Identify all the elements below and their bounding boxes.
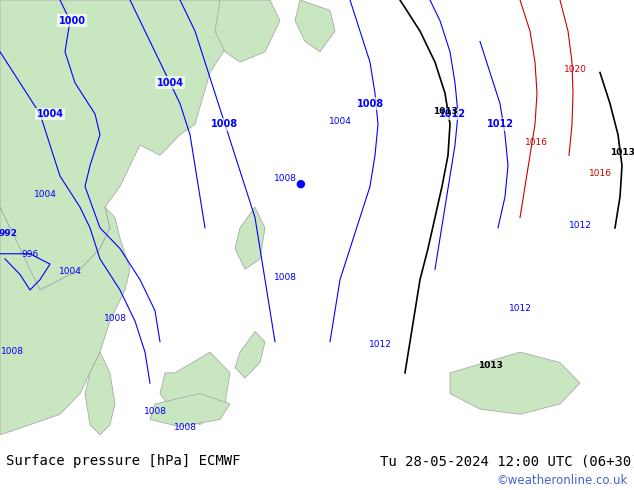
- Text: 1012: 1012: [508, 304, 531, 313]
- Text: 1008: 1008: [273, 272, 297, 282]
- Text: ©weatheronline.co.uk: ©weatheronline.co.uk: [496, 474, 628, 487]
- Text: 1013: 1013: [567, 0, 593, 2]
- Polygon shape: [160, 352, 230, 425]
- Text: 1012: 1012: [569, 221, 592, 230]
- Text: 1013: 1013: [432, 107, 458, 116]
- Polygon shape: [235, 331, 265, 378]
- Text: 1004: 1004: [37, 109, 63, 119]
- Text: 1008: 1008: [1, 347, 23, 356]
- Text: 1008: 1008: [273, 174, 297, 183]
- Text: 1004: 1004: [58, 268, 81, 276]
- Text: 1013: 1013: [609, 148, 634, 157]
- Polygon shape: [85, 352, 115, 435]
- Polygon shape: [235, 207, 265, 270]
- Text: 1008: 1008: [143, 407, 167, 416]
- Text: 1012: 1012: [486, 119, 514, 129]
- Text: 1004: 1004: [157, 78, 183, 88]
- Text: Tu 28-05-2024 12:00 UTC (06+30): Tu 28-05-2024 12:00 UTC (06+30): [380, 454, 634, 468]
- Text: 1020: 1020: [564, 66, 586, 74]
- Polygon shape: [450, 352, 580, 414]
- Polygon shape: [215, 0, 280, 62]
- Polygon shape: [150, 393, 230, 427]
- Text: 1016: 1016: [524, 138, 548, 147]
- Text: 996: 996: [22, 250, 39, 259]
- Polygon shape: [295, 0, 335, 52]
- Text: 1013: 1013: [477, 361, 502, 369]
- Text: Surface pressure [hPa] ECMWF: Surface pressure [hPa] ECMWF: [6, 454, 241, 468]
- Text: 1008: 1008: [356, 98, 384, 109]
- Text: 992: 992: [0, 228, 18, 238]
- Text: 1008: 1008: [103, 314, 127, 323]
- Text: 1004: 1004: [328, 117, 351, 126]
- Text: 1012: 1012: [439, 109, 465, 119]
- Text: 1000: 1000: [58, 16, 86, 25]
- Text: 1008: 1008: [174, 423, 197, 432]
- Polygon shape: [0, 0, 230, 290]
- Text: 1004: 1004: [34, 190, 56, 199]
- Polygon shape: [0, 207, 130, 435]
- Text: 1012: 1012: [368, 340, 391, 349]
- Text: 1008: 1008: [211, 119, 238, 129]
- Text: 1016: 1016: [588, 169, 612, 178]
- Text: ●: ●: [295, 178, 305, 189]
